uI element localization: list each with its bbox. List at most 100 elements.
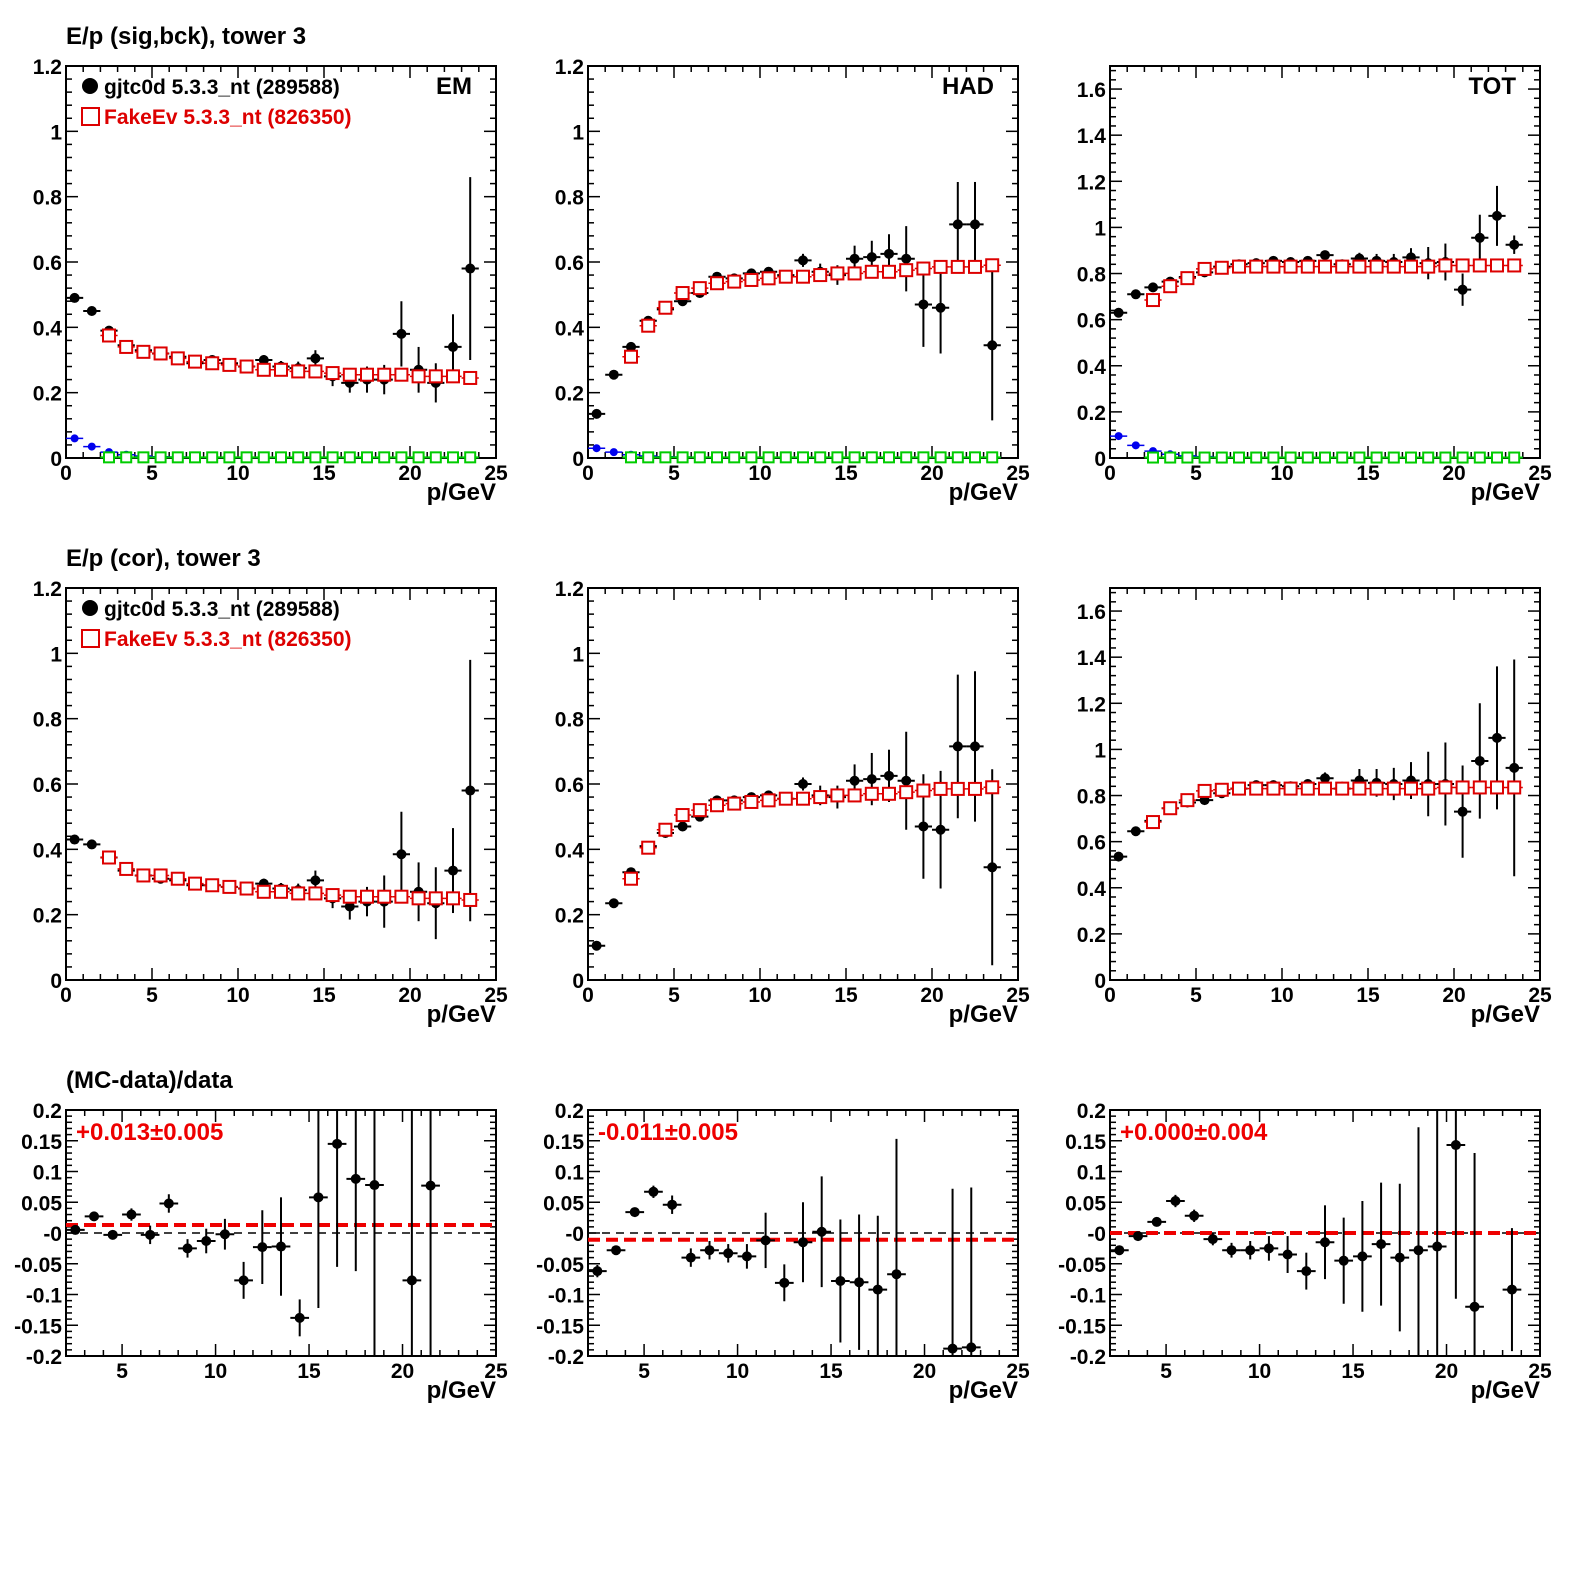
x-tick-label: 15: [1341, 1360, 1365, 1383]
data-point: [901, 253, 912, 264]
y-tick-label: 0.2: [33, 905, 62, 928]
bck-mc-point: [1456, 451, 1469, 464]
mc-point: [624, 871, 638, 886]
y-tick-label: 0.8: [1077, 264, 1107, 287]
bck-mc-point: [1164, 451, 1177, 464]
data-point: [608, 369, 619, 380]
mc-point: [1438, 780, 1453, 795]
x-tick-label: 10: [726, 1360, 749, 1383]
x-tick-label: 0: [582, 984, 594, 1007]
data-point: [854, 1277, 865, 1288]
series-data: [66, 177, 479, 403]
data-point: [866, 774, 877, 785]
data-point: [1320, 773, 1330, 784]
mc-point: [1146, 293, 1160, 308]
x-tick-label: 20: [1435, 1360, 1458, 1383]
y-tick-label: 0.2: [555, 905, 584, 928]
y-tick-label: 0: [50, 448, 62, 471]
bck-mc-point: [797, 451, 809, 464]
mc-point: [411, 369, 426, 384]
series-data: [1110, 185, 1523, 318]
data-point: [310, 353, 321, 364]
data-point: [1338, 1255, 1349, 1266]
mc-point: [813, 790, 828, 805]
mc-point: [1352, 781, 1367, 796]
mc-point: [1266, 781, 1281, 796]
data-point: [952, 219, 963, 230]
bck-mc-point: [883, 451, 895, 464]
y-tick-label: 0.6: [33, 774, 62, 797]
x-axis-label: p/GeV: [1471, 1377, 1540, 1404]
bck-mc-point: [1508, 451, 1521, 464]
data-point: [1170, 1196, 1181, 1207]
y-tick-label: 1.2: [555, 56, 584, 79]
x-tick-label: 20: [391, 1360, 414, 1383]
mc-point: [1249, 781, 1264, 796]
x-axis-label: p/GeV: [427, 1001, 496, 1028]
data-point: [1394, 1252, 1405, 1263]
bck-mc-point: [1387, 451, 1400, 464]
mc-point: [985, 780, 1000, 795]
mc-point: [658, 300, 673, 315]
mc-point: [1352, 259, 1367, 274]
mc-point: [1197, 261, 1212, 276]
x-axis-label: p/GeV: [1471, 479, 1540, 506]
x-tick-label: 25: [1006, 1360, 1030, 1383]
y-tick-label: 0.6: [33, 252, 62, 275]
y-tick-label: 0.05: [21, 1192, 62, 1215]
x-tick-label: 25: [484, 984, 508, 1007]
bck-mc-point: [395, 451, 408, 464]
data-point: [987, 862, 998, 873]
y-tick-label: 0.1: [33, 1162, 63, 1185]
data-point: [1376, 1239, 1387, 1250]
bck-mc-point: [986, 451, 999, 464]
mc-point: [744, 794, 759, 809]
y-tick-label: -0.15: [1058, 1315, 1106, 1338]
bck-mc-point: [711, 451, 723, 464]
data-point: [313, 1192, 324, 1203]
data-point: [667, 1199, 678, 1210]
mc-point: [411, 891, 426, 906]
bck-mc-point: [1353, 451, 1366, 464]
bck-mc-point: [1233, 451, 1245, 464]
data-point: [884, 248, 894, 259]
data-point: [396, 328, 407, 339]
mc-point: [916, 783, 931, 798]
mc-point: [205, 356, 220, 371]
mc-point: [692, 281, 707, 296]
y-tick-label: 0.15: [543, 1131, 584, 1154]
y-tick-label: -0.1: [548, 1285, 585, 1308]
y-tick-label: -0.2: [1070, 1346, 1106, 1369]
bck-mc-point: [137, 451, 150, 464]
x-tick-label: 15: [312, 462, 336, 485]
chart-title: (MC-data)/data: [66, 1067, 233, 1094]
x-tick-label: 5: [1160, 1360, 1172, 1383]
data-point: [816, 1226, 827, 1237]
mc-point: [864, 264, 879, 279]
y-tick-label: 1.2: [1077, 693, 1106, 716]
bck-mc-point: [917, 451, 930, 464]
data-point: [872, 1284, 883, 1295]
bck-mc-point: [378, 451, 391, 464]
data-point: [1509, 239, 1520, 250]
mc-point: [136, 344, 151, 359]
mc-point: [1455, 780, 1470, 795]
bck-mc-point: [1301, 451, 1314, 464]
chart-panel-tot_cor: 0 5 10 15 20 25 0 0.2 0.4 0.6 0.8 1 1.2 1.4 1.6 p/GeV: [1077, 587, 1552, 1028]
data-point: [884, 770, 894, 781]
x-tick-label: 10: [1248, 1360, 1271, 1383]
series-data: [1110, 659, 1523, 877]
bck-mc-point: [1215, 451, 1228, 464]
legend-mc-label: FakeEv 5.3.3_nt (826350): [104, 106, 352, 129]
bck-mc-point: [934, 451, 947, 464]
mc-point: [1507, 258, 1522, 273]
mc-point: [119, 861, 134, 876]
y-tick-label: 0.2: [555, 1100, 584, 1123]
data-point: [276, 1241, 286, 1252]
bck-mc-point: [361, 451, 373, 464]
bck-mc-point: [814, 451, 827, 464]
series-bck_mc: [1144, 451, 1523, 464]
series-data: [588, 1138, 981, 1356]
mc-point: [641, 840, 656, 855]
data-point: [591, 940, 602, 951]
